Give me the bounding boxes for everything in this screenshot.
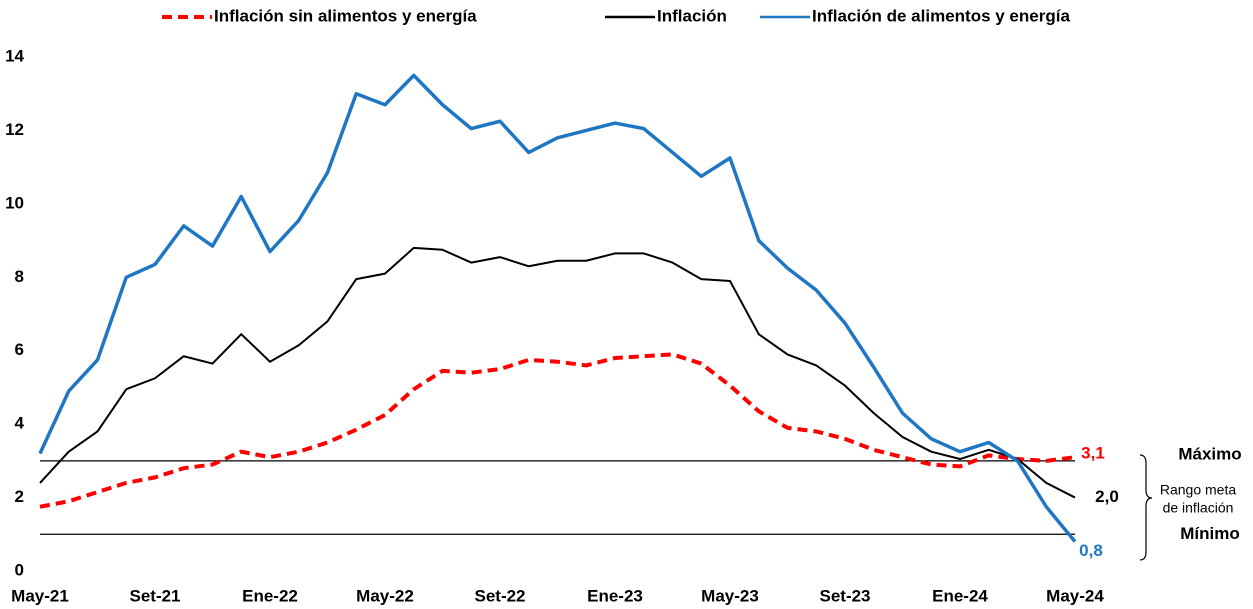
y-tick-label: 4 — [15, 414, 25, 433]
y-tick-label: 12 — [5, 120, 24, 139]
y-tick-label: 8 — [15, 267, 24, 286]
range-brace — [1139, 454, 1153, 561]
legend-label: Inflación de alimentos y energía — [812, 6, 1070, 25]
x-tick-label: May-24 — [1046, 586, 1104, 605]
x-tick-label: Set-22 — [474, 586, 525, 605]
y-tick-label: 14 — [5, 46, 24, 65]
y-tick-label: 6 — [15, 340, 24, 359]
reference-label: Mínimo — [1180, 524, 1240, 543]
x-tick-label: Set-23 — [819, 586, 870, 605]
series-line — [39, 246, 1076, 499]
x-tick-label: Ene-22 — [242, 586, 298, 605]
annotation: Rango meta — [1160, 482, 1236, 498]
data-label: 3,1 — [1081, 444, 1105, 463]
x-tick-label: May-23 — [701, 586, 759, 605]
x-tick-label: May-21 — [11, 586, 69, 605]
y-tick-label: 10 — [5, 193, 24, 212]
reference-label: Máximo — [1178, 444, 1241, 463]
x-tick-label: Ene-23 — [587, 586, 643, 605]
annotation: de inflación — [1163, 500, 1234, 516]
series-line — [38, 73, 1077, 543]
data-label: 2,0 — [1095, 487, 1119, 506]
series-line — [39, 352, 1076, 509]
y-tick-label: 2 — [15, 487, 24, 506]
y-tick-label: 0 — [15, 560, 24, 579]
x-tick-label: May-22 — [356, 586, 414, 605]
legend-label: Inflación sin alimentos y energía — [214, 6, 477, 25]
data-label: 0,8 — [1079, 541, 1103, 560]
legend-label: Inflación — [657, 6, 727, 25]
x-tick-label: Ene-24 — [932, 586, 988, 605]
x-tick-label: Set-21 — [129, 586, 180, 605]
